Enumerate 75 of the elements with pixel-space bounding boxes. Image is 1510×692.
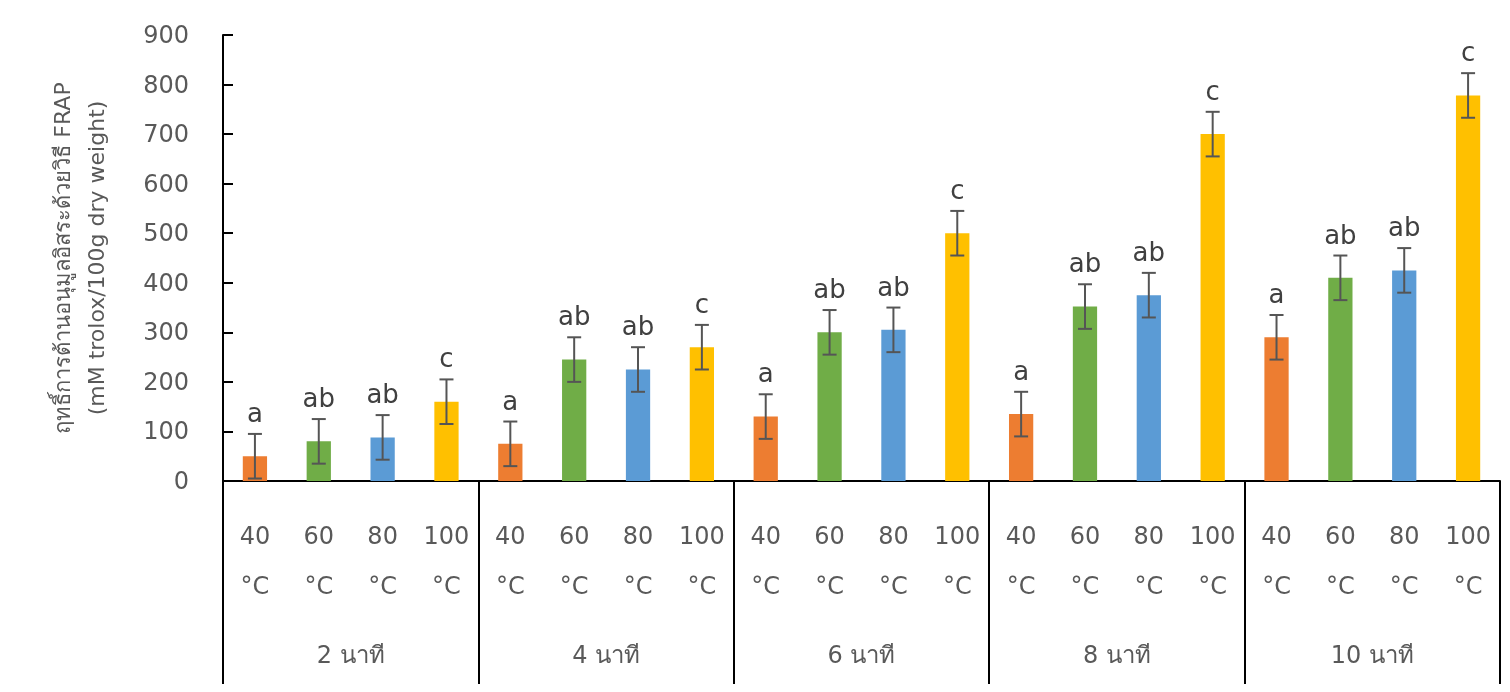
x-tick-label: 40 °C	[1261, 522, 1292, 600]
x-tick-label: 60 °C	[1325, 522, 1356, 600]
x-tick-label: 100 °C	[934, 522, 981, 600]
x-tick-label: 60 °C	[303, 522, 335, 600]
y-tick-label: 700	[143, 120, 189, 149]
data-label: ab	[813, 274, 846, 305]
y-tick-label: 400	[143, 268, 189, 297]
x-tick-label: 80 °C	[878, 522, 909, 600]
data-label: ab	[1324, 219, 1357, 250]
x-tick-label: 60 °C	[558, 522, 590, 600]
y-tick-label: 800	[143, 70, 189, 99]
bar	[562, 359, 587, 481]
bar	[1455, 95, 1481, 481]
data-label: c	[1460, 37, 1476, 68]
bar	[1392, 270, 1417, 481]
x-tick-label: 80 °C	[1133, 522, 1165, 600]
bar	[945, 233, 970, 481]
data-label: a	[502, 385, 519, 416]
x-tick-label: 100 °C	[1189, 522, 1236, 600]
data-label: ab	[1388, 212, 1421, 243]
data-label: a	[757, 358, 774, 389]
text: 4 นาที	[572, 641, 641, 669]
bar	[306, 441, 331, 481]
data-label: ab	[366, 379, 399, 410]
data-label: c	[439, 343, 454, 374]
bar	[1200, 134, 1225, 481]
bar	[1136, 295, 1161, 481]
data-label: ab	[621, 311, 655, 342]
text: 8 นาที	[1082, 641, 1151, 669]
data-label: a	[246, 397, 263, 428]
bar	[1264, 337, 1289, 481]
y-tick-label: 100	[143, 417, 189, 446]
y-tick-label: 900	[143, 21, 189, 49]
x-tick-label: 40 °C	[239, 522, 271, 600]
x-tick-label: 60 °C	[1069, 522, 1101, 600]
x-tick-label: 80 °C	[367, 522, 398, 600]
bar	[689, 347, 715, 481]
y-tick-label: 300	[143, 318, 189, 347]
x-tick-label: 100 °C	[423, 522, 470, 600]
y-axis-title: ฤทธิ์การต้านอนุมูลอิสระด้วยวิธี FRAP (mM trolox/100g dry weight)	[46, 82, 109, 434]
y-tick-label: 0	[173, 467, 189, 495]
y-tick-label: 200	[143, 367, 189, 396]
data-label: c	[1205, 75, 1220, 106]
data-label: a	[1268, 278, 1285, 309]
y-tick-label: 600	[143, 169, 189, 198]
bar	[625, 369, 651, 481]
x-tick-label: 60 °C	[814, 522, 845, 600]
text: 6 นาที	[827, 641, 896, 669]
data-label: c	[694, 288, 710, 319]
x-tick-label: 40 °C	[1005, 522, 1037, 600]
bar	[1008, 414, 1034, 481]
bar	[1328, 277, 1353, 481]
data-label: c	[950, 174, 965, 205]
bar	[753, 416, 778, 481]
x-tick-label: 100 °C	[1445, 522, 1491, 600]
bar	[498, 443, 523, 481]
data-label: ab	[877, 271, 910, 302]
data-label: ab	[1132, 236, 1166, 267]
bar	[370, 437, 395, 481]
bar	[817, 332, 842, 481]
text: 10 นาที	[1330, 641, 1414, 669]
x-tick-label: 40 °C	[495, 522, 526, 600]
x-tick-label: 80 °C	[622, 522, 654, 600]
data-label: ab	[557, 301, 591, 332]
data-label: ab	[302, 383, 335, 414]
bar	[1072, 306, 1098, 481]
y-tick-label: 500	[143, 219, 189, 248]
bar	[881, 329, 906, 481]
x-tick-label: 100 °C	[678, 522, 725, 600]
x-tick-label: 80 °C	[1388, 522, 1420, 600]
data-label: ab	[1068, 248, 1102, 279]
data-label: a	[1013, 355, 1030, 386]
text: 2 นาที	[316, 641, 385, 669]
x-tick-label: 40 °C	[750, 522, 781, 600]
bar	[434, 401, 459, 481]
